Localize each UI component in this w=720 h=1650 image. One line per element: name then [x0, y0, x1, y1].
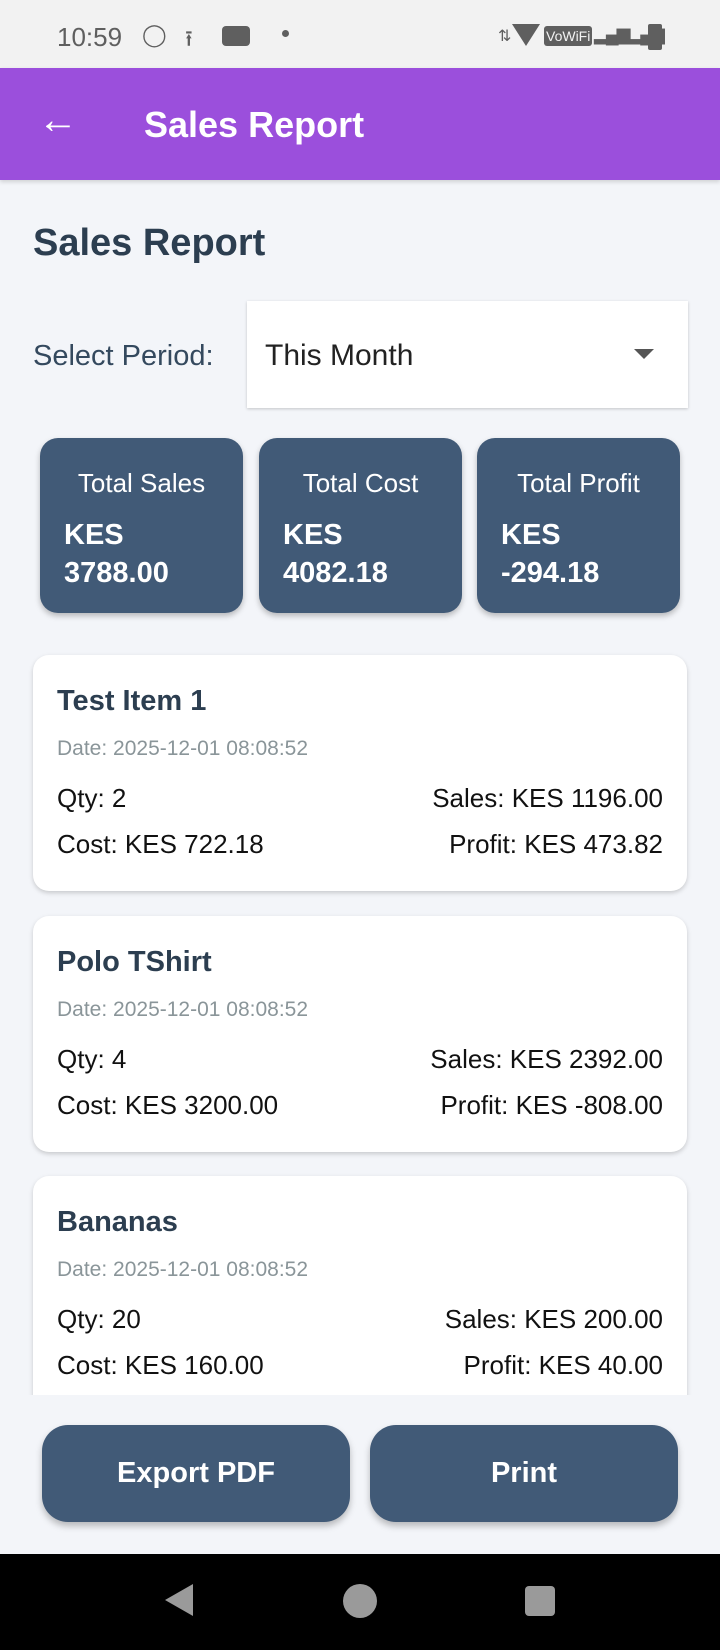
item-date: Date: 2025-12-01 08:08:52 [57, 1258, 309, 1281]
item-profit: Profit: KES 40.00 [463, 1350, 663, 1380]
item-name: Test Item 1 [57, 685, 207, 717]
battery-icon [648, 24, 662, 50]
summary-title: Total Profit [517, 468, 640, 498]
summary-currency: KES [64, 519, 124, 551]
print-button[interactable]: Print [370, 1425, 678, 1522]
summary-value: 4082.18 [283, 557, 388, 589]
whatsapp-icon: ◯ [142, 22, 167, 47]
summary-total-profit: Total Profit KES -294.18 [477, 438, 680, 613]
upload-icon: ⭱ [185, 26, 193, 51]
period-value: This Month [265, 339, 414, 372]
page-title: Sales Report [33, 222, 266, 264]
dropdown-caret-icon [634, 349, 654, 359]
sale-item-card[interactable]: Polo TShirt Date: 2025-12-01 08:08:52 Qt… [33, 916, 687, 1152]
item-date: Date: 2025-12-01 08:08:52 [57, 998, 309, 1021]
nav-home-icon[interactable] [343, 1584, 377, 1618]
item-cost: Cost: KES 722.18 [57, 829, 264, 859]
back-arrow-icon[interactable]: ← [38, 98, 78, 142]
app-bar: ← Sales Report [0, 68, 720, 180]
item-qty: Qty: 20 [57, 1304, 141, 1334]
item-qty: Qty: 2 [57, 783, 127, 813]
wifi-icon [512, 24, 540, 46]
signal-icon: ▂▄▆▂▄▆ [594, 24, 665, 44]
summary-value: -294.18 [501, 557, 600, 589]
summary-total-sales: Total Sales KES 3788.00 [40, 438, 243, 613]
vowifi-icon: VoWiFi [544, 26, 593, 46]
item-sales: Sales: KES 2392.00 [430, 1044, 663, 1074]
item-cost: Cost: KES 3200.00 [57, 1090, 279, 1120]
nav-back-icon[interactable] [165, 1584, 193, 1616]
summary-currency: KES [283, 519, 343, 551]
export-pdf-button[interactable]: Export PDF [42, 1425, 350, 1522]
item-name: Bananas [57, 1206, 178, 1238]
item-profit: Profit: KES 473.82 [449, 829, 663, 859]
status-bar: 10:59 ◯ ⭱ ⇅ VoWiFi ▂▄▆▂▄▆ [0, 0, 720, 68]
dot-icon [282, 30, 289, 37]
sale-item-card[interactable]: Bananas Date: 2025-12-01 08:08:52 Qty: 2… [33, 1176, 687, 1395]
summary-title: Total Sales [77, 468, 206, 498]
item-name: Polo TShirt [57, 946, 212, 978]
item-date: Date: 2025-12-01 08:08:52 [57, 737, 309, 760]
item-profit: Profit: KES -808.00 [440, 1090, 663, 1120]
period-select[interactable]: This Month [247, 301, 688, 408]
summary-value: 3788.00 [64, 557, 169, 589]
nav-recents-icon[interactable] [525, 1586, 555, 1616]
sale-item-card[interactable]: Test Item 1 Date: 2025-12-01 08:08:52 Qt… [33, 655, 687, 891]
data-arrows-icon: ⇅ [498, 28, 512, 45]
summary-currency: KES [501, 519, 561, 551]
item-sales: Sales: KES 1196.00 [432, 783, 663, 813]
item-cost: Cost: KES 160.00 [57, 1350, 264, 1380]
summary-title: Total Cost [302, 468, 419, 498]
summary-total-cost: Total Cost KES 4082.18 [259, 438, 462, 613]
clock: 10:59 [57, 22, 123, 52]
item-sales: Sales: KES 200.00 [444, 1304, 663, 1334]
system-nav-bar [0, 1554, 720, 1650]
youtube-icon [222, 26, 250, 46]
item-qty: Qty: 4 [57, 1044, 127, 1074]
sales-list[interactable]: Test Item 1 Date: 2025-12-01 08:08:52 Qt… [0, 640, 720, 1395]
period-label: Select Period: [33, 340, 214, 372]
app-bar-title: Sales Report [144, 104, 365, 145]
